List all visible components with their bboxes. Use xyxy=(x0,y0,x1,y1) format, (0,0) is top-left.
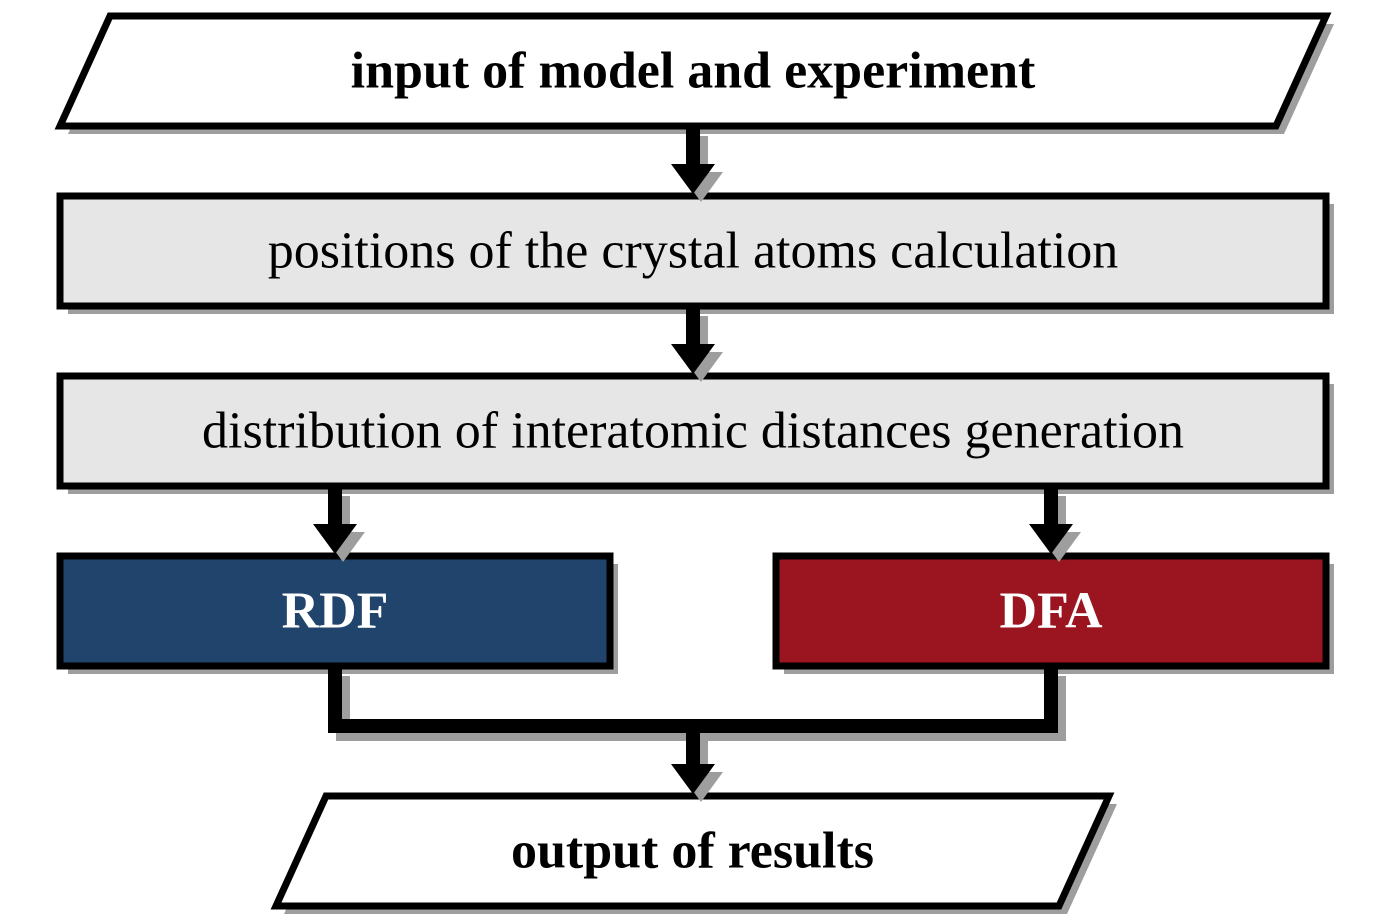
output-label: output of results xyxy=(511,823,874,880)
dfa-label: DFA xyxy=(999,583,1102,640)
distribution-label: distribution of interatomic distances ge… xyxy=(202,403,1184,460)
input-label: input of model and experiment xyxy=(351,43,1036,100)
positions-label: positions of the crystal atoms calculati… xyxy=(268,223,1119,280)
rdf-label: RDF xyxy=(282,583,389,640)
